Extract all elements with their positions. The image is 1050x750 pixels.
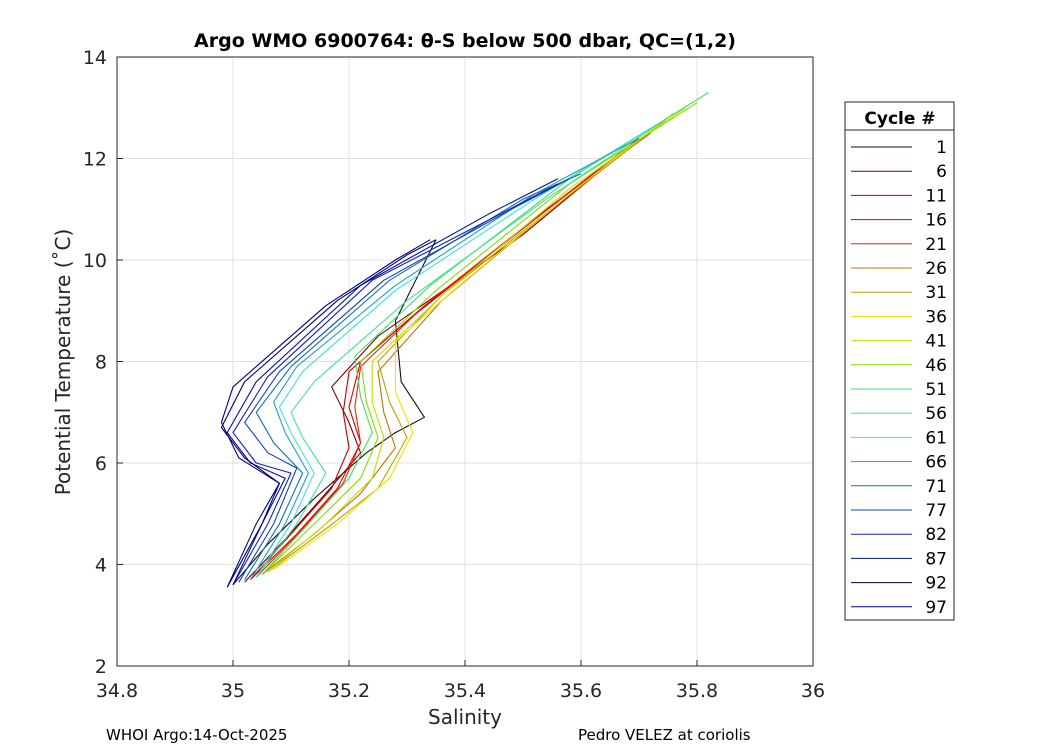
footer-left-text: WHOI Argo:14-Oct-2025 (106, 726, 288, 744)
y-tick-label: 8 (95, 352, 107, 374)
series-line-cycle-97 (220, 239, 431, 588)
series-layer (220, 92, 709, 588)
x-tick-label: 36 (801, 680, 825, 702)
legend-entry-label: 16 (925, 211, 947, 231)
legend-entry-label: 36 (925, 307, 947, 327)
series-line-cycle-82 (232, 183, 559, 586)
legend-entry-label: 1 (936, 138, 947, 158)
x-axis-label: Salinity (428, 705, 502, 729)
grid (116, 56, 814, 667)
series-line-cycle-71 (244, 173, 582, 580)
y-axis-label: Potential Temperature (˚C) (51, 229, 75, 496)
tick-layer: 34.8 35 35.2 35.4 35.6 35.8 36 2 4 6 8 10 12 14 (83, 47, 825, 702)
legend-box (844, 101, 955, 621)
series-line-cycle-46 (261, 102, 698, 575)
legend-entry-label: 61 (925, 428, 947, 448)
legend-entry-label: 6 (936, 162, 947, 182)
x-tick-label: 34.8 (96, 680, 138, 702)
y-tick-label: 2 (95, 656, 107, 678)
y-tick-label: 6 (95, 453, 107, 475)
series-line-cycle-51 (261, 92, 709, 575)
series-line-cycle-56 (255, 117, 669, 578)
chart-title: Argo WMO 6900764: θ-S below 500 dbar, QC… (194, 30, 736, 52)
legend-entry-label: 31 (925, 283, 947, 303)
series-line-cycle-1 (232, 239, 437, 586)
series-line-cycle-77 (238, 178, 570, 583)
x-tick-label: 35.8 (676, 680, 718, 702)
legend-entry-label: 82 (925, 525, 947, 545)
legend-entry-label: 46 (925, 356, 947, 376)
series-line-cycle-36 (273, 112, 675, 571)
footer-right-text: Pedro VELEZ at coriolis (578, 726, 751, 744)
series-line-cycle-87 (226, 178, 559, 586)
legend-entry-label: 97 (925, 598, 947, 618)
legend-entry-label: 21 (925, 235, 947, 255)
series-line-cycle-21 (255, 132, 651, 578)
legend-entry-label: 87 (925, 549, 947, 569)
series-line-cycle-61 (255, 127, 651, 578)
legend-entry-label: 26 (925, 259, 947, 279)
legend-entry-label: 77 (925, 501, 947, 521)
y-tick-label: 12 (83, 149, 107, 171)
legend-entry-label: 92 (925, 574, 947, 594)
legend-title: Cycle # (864, 109, 935, 129)
x-tick-label: 35.4 (444, 680, 486, 702)
legend-entry-label: 41 (925, 332, 947, 352)
series-line-cycle-41 (267, 107, 686, 573)
series-line-cycle-31 (267, 117, 669, 573)
x-tick-label: 35.6 (560, 680, 602, 702)
legend: Cycle # 16111621263136414651566166717782… (844, 101, 955, 621)
y-tick-label: 14 (83, 47, 107, 69)
series-line-cycle-6 (244, 147, 628, 583)
series-line-cycle-92 (220, 239, 437, 588)
x-tick-label: 35 (221, 680, 245, 702)
series-line-cycle-66 (249, 137, 640, 580)
legend-entry-label: 51 (925, 380, 947, 400)
legend-entry-label: 56 (925, 404, 947, 424)
legend-entry-label: 66 (925, 453, 947, 473)
x-tick-label: 35.2 (328, 680, 370, 702)
y-tick-label: 10 (83, 250, 107, 272)
legend-entry-label: 71 (925, 477, 947, 497)
y-tick-label: 4 (95, 555, 107, 577)
legend-entry-label: 11 (925, 186, 947, 206)
